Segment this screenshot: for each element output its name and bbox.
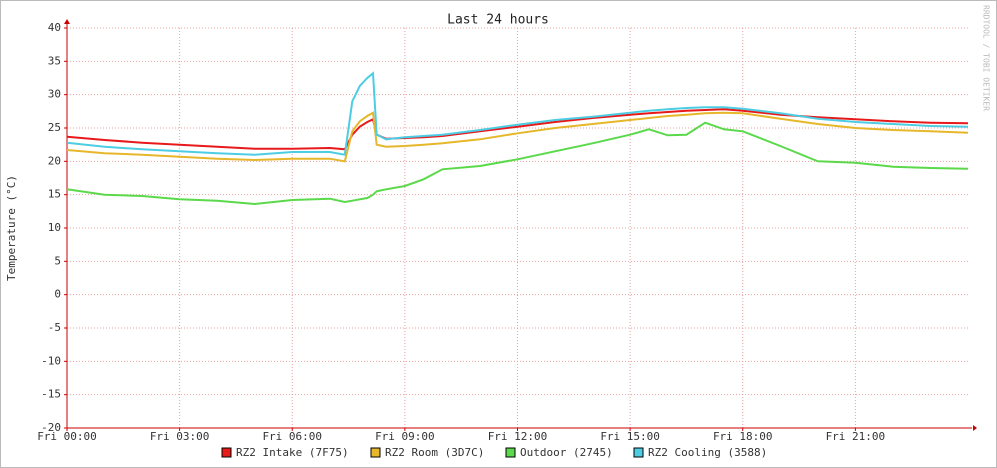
y-tick-label: 20 [48, 154, 61, 167]
legend-swatch [505, 447, 516, 458]
y-tick-label: 25 [48, 121, 61, 134]
x-tick-label: Fri 21:00 [826, 430, 886, 443]
y-axis-label: Temperature (°C) [5, 175, 18, 281]
legend-label: Outdoor (2745) [520, 446, 613, 459]
x-tick-label: Fri 15:00 [600, 430, 660, 443]
y-tick-label: -15 [41, 388, 61, 401]
x-tick-label: Fri 00:00 [37, 430, 97, 443]
x-tick-label: Fri 18:00 [713, 430, 773, 443]
legend-label: RZ2 Intake (7F75) [236, 446, 349, 459]
series-line [66, 71, 969, 156]
watermark: RRDTOOL / TOBI OETIKER [982, 5, 991, 111]
y-tick-label: 30 [48, 88, 61, 101]
x-tick-label: Fri 12:00 [488, 430, 548, 443]
y-tick-label: 10 [48, 221, 61, 234]
legend-swatch [370, 447, 381, 458]
axis-arrow [64, 19, 70, 24]
series-line [66, 108, 969, 151]
y-tick-label: 15 [48, 188, 61, 201]
y-tick-label: -5 [48, 321, 61, 334]
series-line [66, 121, 969, 206]
x-tick-label: Fri 03:00 [150, 430, 210, 443]
legend-label: RZ2 Room (3D7C) [385, 446, 484, 459]
y-tick-label: 40 [48, 21, 61, 34]
x-tick-label: Fri 09:00 [375, 430, 435, 443]
y-tick-label: 35 [48, 54, 61, 67]
y-tick-label: -20 [41, 421, 61, 434]
y-tick-label: 0 [54, 288, 61, 301]
legend-label: RZ2 Cooling (3588) [648, 446, 767, 459]
chart-title: Last 24 hours [447, 13, 549, 28]
legend-swatch [221, 447, 232, 458]
axis-arrow [973, 425, 977, 431]
y-tick-label: 5 [54, 254, 61, 267]
y-tick-label: -10 [41, 354, 61, 367]
legend-swatch [633, 447, 644, 458]
x-tick-label: Fri 06:00 [262, 430, 322, 443]
series-line [66, 111, 969, 163]
